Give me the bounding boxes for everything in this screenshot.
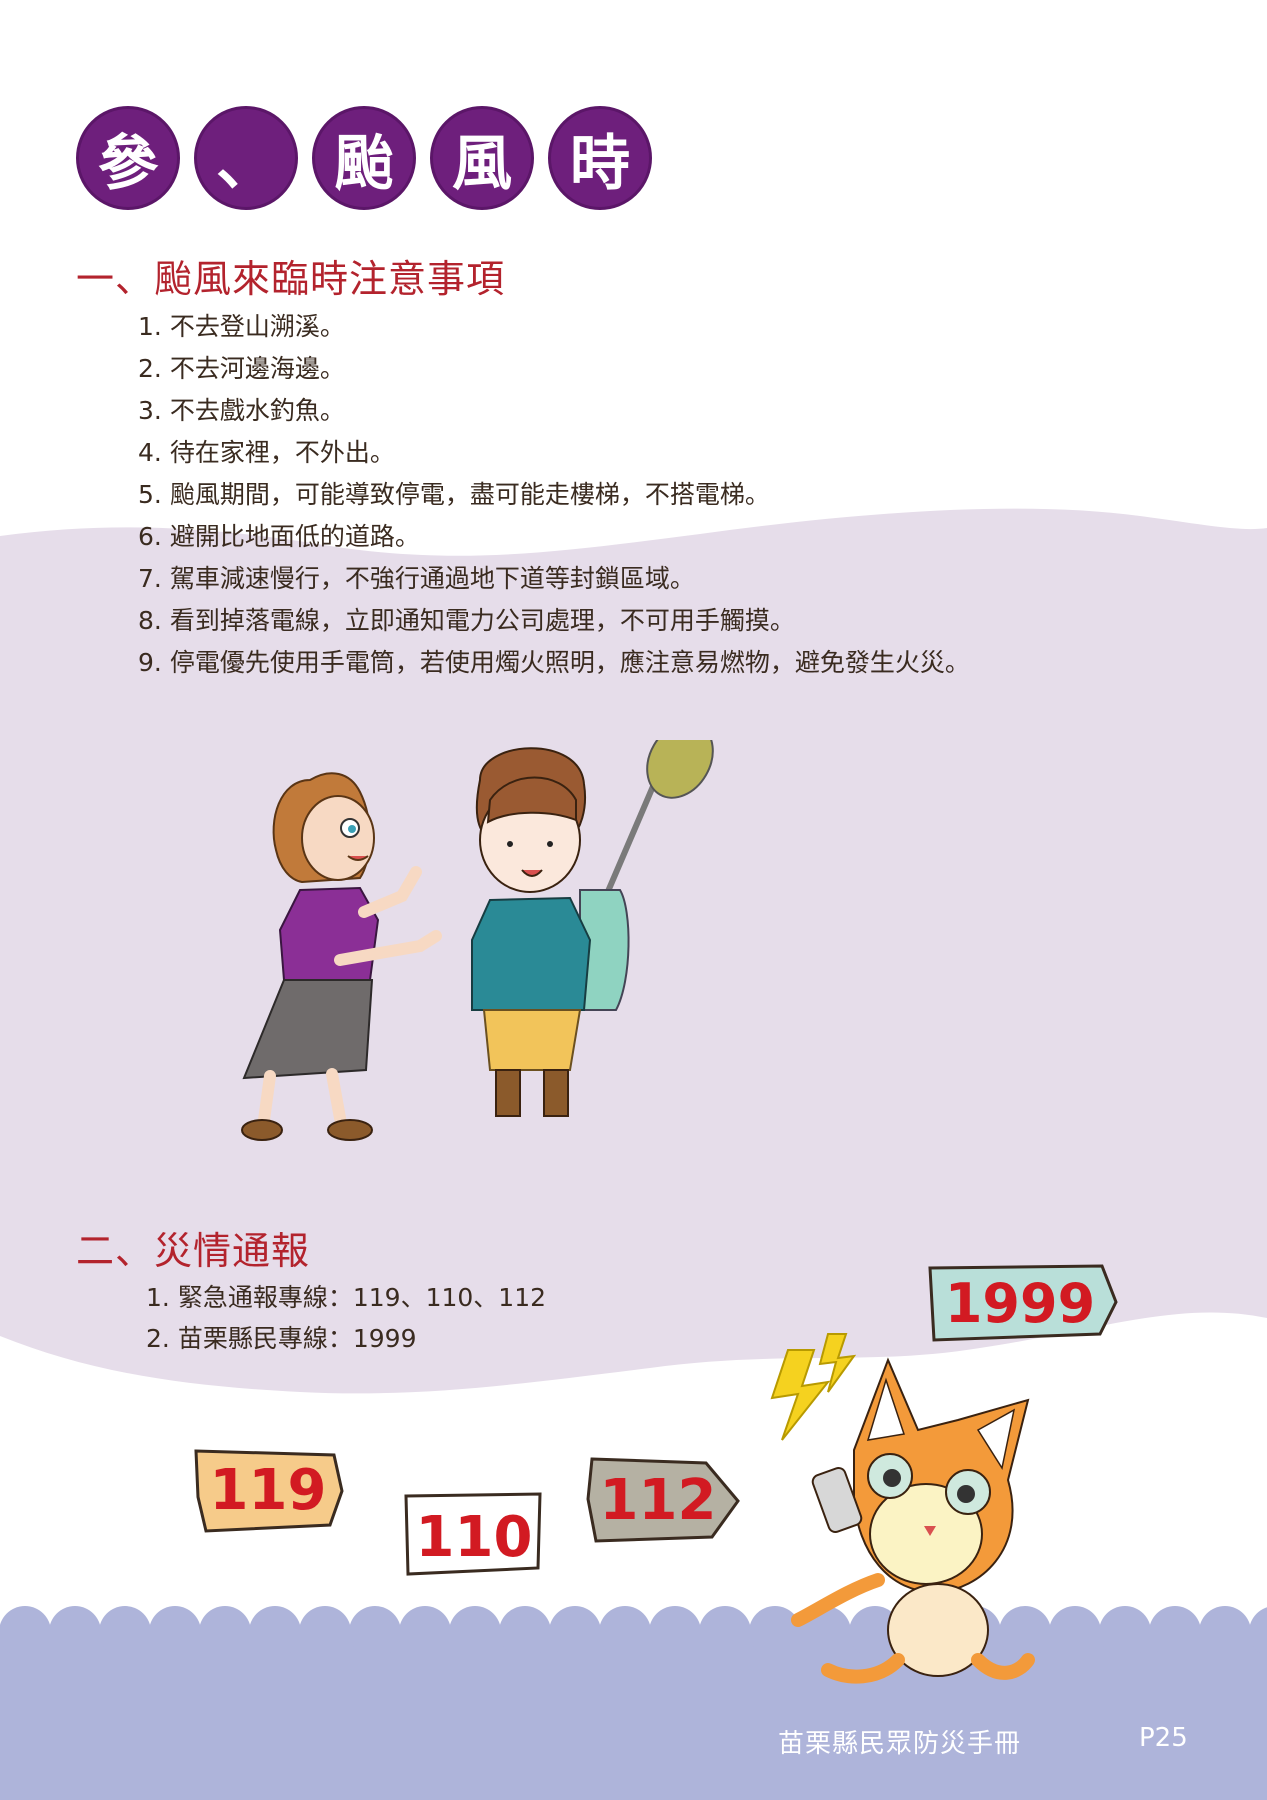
list-item: 6. 避開比地面低的道路。 — [138, 516, 970, 558]
sea-scallop — [199, 1606, 251, 1658]
list-item: 2. 不去河邊海邊。 — [138, 348, 970, 390]
item-number: 3. — [138, 396, 162, 425]
section1-heading: 一、颱風來臨時注意事項 — [76, 257, 506, 301]
list-item: 1. 緊急通報專線：119、110、112 — [146, 1277, 546, 1318]
sea-scallop — [999, 1606, 1051, 1658]
hotline-tag-110: 110 — [404, 1492, 542, 1576]
item-text: 看到掉落電線，立即通知電力公司處理，不可用手觸摸。 — [169, 606, 795, 635]
woman-and-boy-illustration — [241, 740, 714, 1141]
item-number: 2. — [138, 354, 162, 383]
sea-scallop — [449, 1606, 501, 1658]
sea-band — [0, 1606, 1267, 1800]
list-item: 8. 看到掉落電線，立即通知電力公司處理，不可用手觸摸。 — [138, 600, 970, 642]
item-number: 1. — [146, 1283, 170, 1312]
item-number: 6. — [138, 522, 162, 551]
page-title: 參 、 颱 風 時 — [76, 106, 652, 210]
boy-figure — [471, 740, 714, 1117]
woman-figure — [241, 772, 442, 1141]
sea-scallop — [399, 1606, 451, 1658]
section2-heading: 二、災情通報 — [76, 1229, 311, 1273]
item-text: 緊急通報專線：119、110、112 — [177, 1283, 547, 1312]
leopard-cat-mascot-illustration — [770, 1333, 1035, 1684]
hotline-tag-112: 112 — [586, 1457, 740, 1543]
item-text: 避開比地面低的道路。 — [169, 522, 420, 551]
item-text: 駕車減速慢行，不強行通過地下道等封鎖區域。 — [169, 564, 695, 593]
item-text: 不去登山溯溪。 — [169, 312, 345, 341]
item-number: 5. — [138, 480, 162, 509]
sea-scallop — [1199, 1606, 1251, 1658]
tag-110-number: 110 — [416, 1505, 533, 1570]
item-text: 颱風期間，可能導致停電，盡可能走樓梯，不搭電梯。 — [169, 480, 770, 509]
sea-scallop — [649, 1606, 701, 1658]
sea-scallop — [299, 1606, 351, 1658]
phone-icon — [811, 1466, 863, 1534]
sea-scallop — [149, 1606, 201, 1658]
sea-scallop — [1249, 1607, 1267, 1657]
section1-list: 1. 不去登山溯溪。 2. 不去河邊海邊。 3. 不去戲水釣魚。 4. 待在家裡，不外出… — [138, 306, 970, 684]
sea-scallop — [49, 1606, 101, 1658]
item-text: 待在家裡，不外出。 — [169, 438, 395, 467]
item-number: 4. — [138, 438, 162, 467]
item-number: 2. — [146, 1324, 170, 1353]
item-number: 9. — [138, 648, 162, 677]
list-item: 9. 停電優先使用手電筒，若使用燭火照明，應注意易燃物，避免發生火災。 — [138, 642, 970, 684]
sea-scallop — [749, 1606, 801, 1658]
sea-scallop — [699, 1606, 751, 1658]
sea-scallop — [549, 1606, 601, 1658]
item-number: 8. — [138, 606, 162, 635]
sea-scallop — [849, 1606, 901, 1658]
hotline-tag-1999: 1999 — [928, 1264, 1118, 1342]
item-text: 不去戲水釣魚。 — [169, 396, 345, 425]
title-char-4: 風 — [430, 106, 534, 210]
title-char-1: 參 — [76, 106, 180, 210]
list-item: 4. 待在家裡，不外出。 — [138, 432, 970, 474]
title-char-5: 時 — [548, 106, 652, 210]
list-item: 7. 駕車減速慢行，不強行通過地下道等封鎖區域。 — [138, 558, 970, 600]
sea-scallop — [1149, 1606, 1201, 1658]
list-item: 2. 苗栗縣民專線：1999 — [146, 1318, 546, 1359]
item-number: 1. — [138, 312, 162, 341]
sea-scallop — [99, 1606, 151, 1658]
list-item: 3. 不去戲水釣魚。 — [138, 390, 970, 432]
tag-112-number: 112 — [600, 1468, 717, 1533]
sea-scallop — [499, 1606, 551, 1658]
item-text: 停電優先使用手電筒，若使用燭火照明，應注意易燃物，避免發生火災。 — [169, 648, 970, 677]
footer-title: 苗栗縣民眾防災手冊 — [778, 1729, 1022, 1759]
tag-119-number: 119 — [210, 1458, 327, 1523]
title-char-2: 、 — [194, 106, 298, 210]
item-text: 苗栗縣民專線：1999 — [177, 1324, 417, 1353]
section2-list: 1. 緊急通報專線：119、110、112 2. 苗栗縣民專線：1999 — [146, 1277, 546, 1359]
sea-scallop — [599, 1606, 651, 1658]
tag-1999-number: 1999 — [945, 1272, 1095, 1335]
list-item: 5. 颱風期間，可能導致停電，盡可能走樓梯，不搭電梯。 — [138, 474, 970, 516]
list-item: 1. 不去登山溯溪。 — [138, 306, 970, 348]
lavender-wave-band — [0, 508, 1267, 1394]
lightning-icon — [770, 1333, 857, 1441]
page-number: P25 — [1139, 1723, 1188, 1753]
item-number: 7. — [138, 564, 162, 593]
item-text: 不去河邊海邊。 — [169, 354, 345, 383]
sea-scallop — [249, 1606, 301, 1658]
hotline-tag-119: 119 — [194, 1449, 344, 1533]
title-char-3: 颱 — [312, 106, 416, 210]
sea-scallop — [349, 1606, 401, 1658]
sea-scallop — [1049, 1606, 1101, 1658]
sea-scallop — [1099, 1606, 1151, 1658]
sea-scallop — [0, 1606, 51, 1658]
